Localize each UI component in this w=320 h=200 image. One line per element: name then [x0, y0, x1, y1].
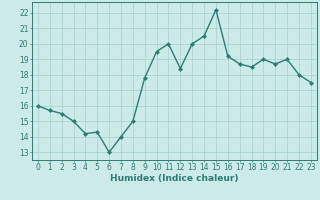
X-axis label: Humidex (Indice chaleur): Humidex (Indice chaleur)	[110, 174, 239, 183]
